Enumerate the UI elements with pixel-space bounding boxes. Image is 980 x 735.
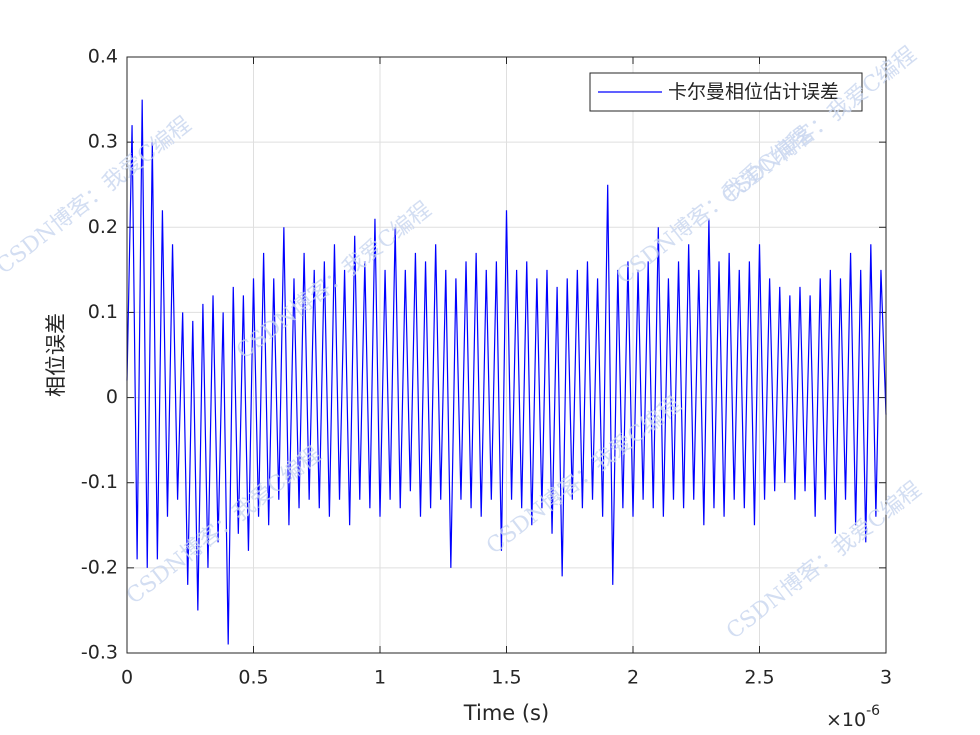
y-tick-label: -0.3: [81, 642, 118, 664]
x-tick-label: 1.5: [491, 667, 521, 689]
data-line: [126, 99, 887, 645]
y-tick-label: 0.1: [88, 301, 118, 323]
axes-box: [126, 56, 887, 654]
x-tick-label: 1: [374, 667, 386, 689]
y-tick-label: -0.1: [81, 471, 118, 493]
y-axis-label: 相位误差: [44, 313, 68, 397]
x-tick-label: 0: [121, 667, 133, 689]
x-multiplier-exponent: -6: [866, 703, 880, 719]
y-tick-label: 0.2: [88, 216, 118, 238]
y-tick-label: -0.2: [81, 556, 118, 578]
x-tick-label: 3: [880, 667, 892, 689]
x-tick-label: 2.5: [744, 667, 774, 689]
x-multiplier: ×10-6: [826, 703, 880, 731]
y-tick-label: 0: [106, 386, 118, 408]
legend-label: 卡尔曼相位估计误差: [668, 81, 839, 103]
x-multiplier-base: ×10: [826, 709, 866, 731]
x-tick-label: 2: [627, 667, 639, 689]
y-tick-label: 0.4: [88, 46, 118, 68]
x-tick-label: 0.5: [238, 667, 268, 689]
y-tick-label: 0.3: [88, 131, 118, 153]
x-axis-label: Time (s): [463, 701, 549, 725]
